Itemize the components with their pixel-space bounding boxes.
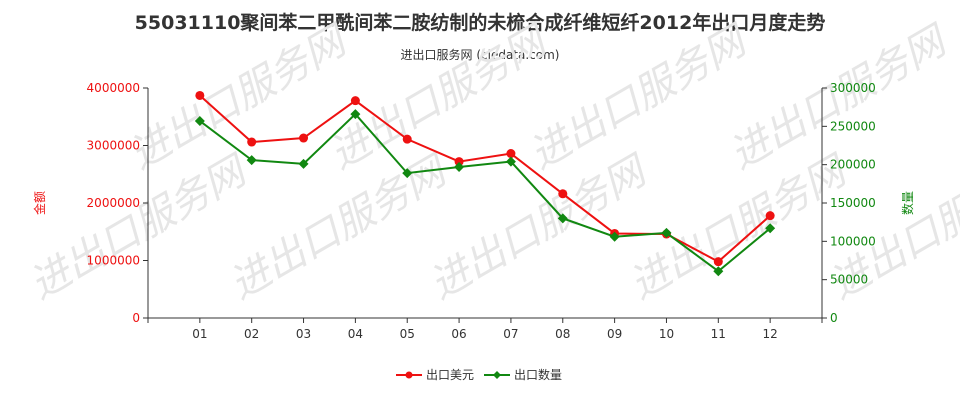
x-tick-label: 10: [659, 327, 674, 341]
legend-marker-2: [493, 371, 501, 379]
x-tick-label: 11: [711, 327, 726, 341]
x-tick-label: 05: [400, 327, 415, 341]
right-tick-label: 250000: [830, 119, 876, 133]
series-2-point: [505, 156, 516, 167]
series-1-point: [454, 157, 464, 167]
series-2-point: [454, 161, 465, 172]
series-1-point: [558, 189, 568, 199]
x-tick-label: 03: [296, 327, 311, 341]
x-tick-label: 12: [763, 327, 778, 341]
series-2-point: [661, 227, 672, 238]
right-tick-label: 0: [830, 311, 838, 325]
series-1-point: [350, 96, 360, 106]
right-tick-label: 300000: [830, 81, 876, 95]
left-axis-ticks: 0 1000000 2000000 3000000 4000000: [87, 81, 148, 325]
x-tick-label: 09: [607, 327, 622, 341]
watermark-text: 进出口服务网: [122, 16, 357, 178]
x-tick-label: 06: [451, 327, 466, 341]
series-2-point: [765, 223, 776, 234]
legend-marker-1: [405, 371, 413, 379]
left-axis-title: 金额: [32, 191, 47, 215]
series-1-point: [247, 137, 257, 147]
series-2-point: [557, 213, 568, 224]
series-2-point: [609, 231, 620, 242]
x-tick-label: 04: [348, 327, 363, 341]
right-tick-label: 50000: [830, 273, 868, 287]
left-tick-label: 3000000: [87, 139, 140, 153]
legend[interactable]: 出口美元 出口数量: [396, 367, 562, 382]
watermark-text: 进出口服务网: [522, 16, 757, 178]
left-tick-label: 4000000: [87, 81, 140, 95]
x-axis-ticks: 01 02 03 04 05 06 07 08 09 10 11 12: [147, 318, 823, 341]
series-2-point: [713, 266, 724, 277]
series-layer: [194, 90, 776, 277]
x-tick-label: 01: [192, 327, 207, 341]
series-1-point: [765, 211, 775, 221]
chart-title: 55031110聚间苯二甲酰间苯二胺纺制的未梳合成纤维短纤2012年出口月度走势: [134, 12, 826, 34]
x-tick-label: 07: [503, 327, 518, 341]
series-1-point: [713, 257, 723, 267]
series-2-point: [350, 109, 361, 120]
series-1-point: [402, 134, 412, 144]
series-2-point: [194, 115, 205, 126]
series-2-point: [402, 168, 413, 179]
left-tick-label: 0: [132, 311, 140, 325]
left-tick-label: 1000000: [87, 254, 140, 268]
series-1-point: [506, 149, 516, 159]
series-1-point: [299, 133, 309, 143]
series-1-point: [195, 90, 205, 100]
watermark-layer: 进出口服务网进出口服务网进出口服务网进出口服务网进出口服务网进出口服务网进出口服…: [22, 16, 960, 308]
legend-label-2: 出口数量: [514, 367, 562, 382]
left-tick-label: 2000000: [87, 196, 140, 210]
x-tick-label: 02: [244, 327, 259, 341]
right-tick-label: 150000: [830, 196, 876, 210]
right-tick-label: 200000: [830, 158, 876, 172]
series-2-point: [246, 155, 257, 166]
right-axis-ticks: 0 50000 100000 150000 200000 250000 300000: [822, 81, 876, 325]
series-2-point: [298, 158, 309, 169]
series-line-2: [199, 112, 771, 273]
watermark-text: 进出口服务网: [722, 16, 957, 178]
right-axis-title: 数量: [900, 191, 915, 215]
x-tick-label: 08: [555, 327, 570, 341]
legend-label-1: 出口美元: [426, 368, 474, 382]
chart-subtitle: 进出口服务网 (ciedata.com): [400, 48, 560, 62]
right-tick-label: 100000: [830, 234, 876, 248]
